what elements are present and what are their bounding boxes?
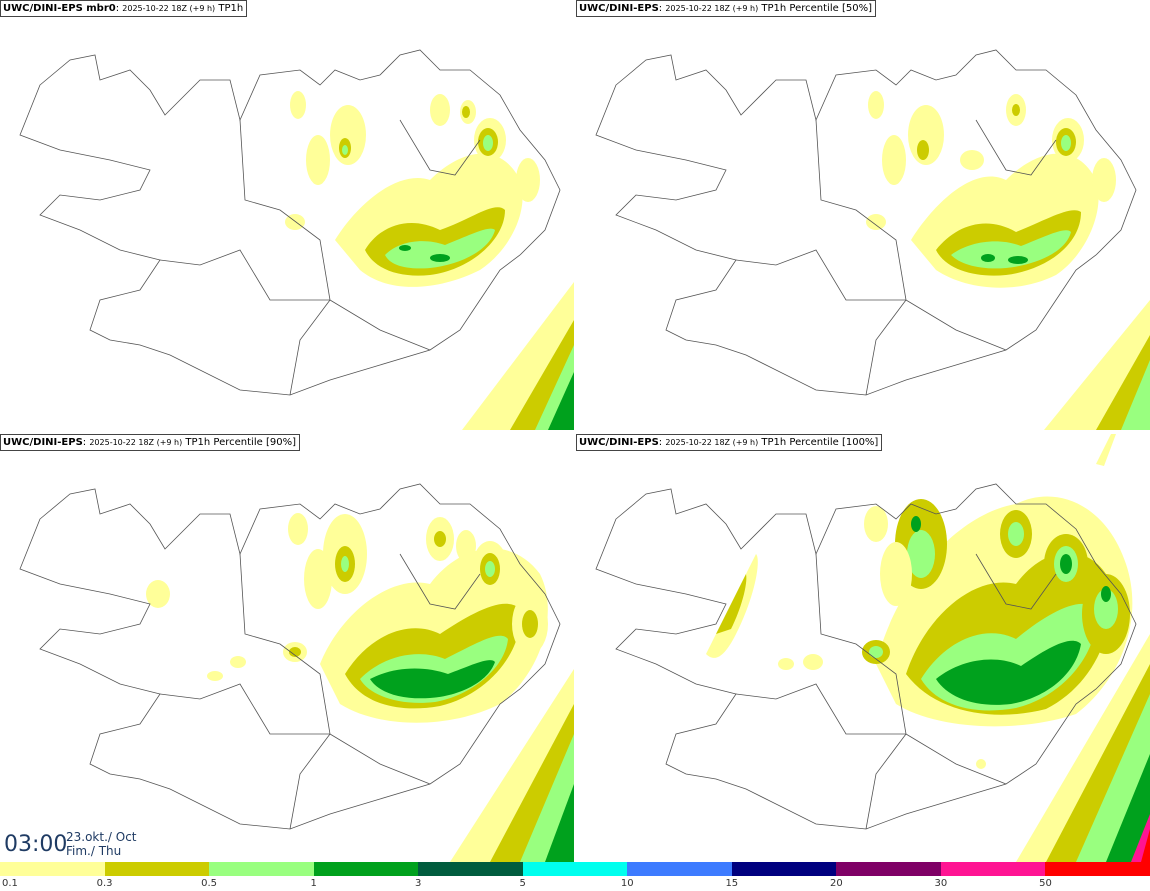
panel-title: UWC/DINI-EPS: 2025-10-22 18Z (+9 h) TP1h… <box>576 434 883 451</box>
legend-swatch <box>731 862 837 876</box>
legend-color-bar <box>0 862 1150 876</box>
valid-date: 23.okt./ Oct Fim./ Thu <box>66 830 137 858</box>
map-canvas <box>19 49 574 430</box>
legend-swatch <box>522 862 628 876</box>
map-panel-p50: UWC/DINI-EPS: 2025-10-22 18Z (+9 h) TP1h… <box>576 0 1150 430</box>
valid-date-line2: Fim./ Thu <box>66 844 122 858</box>
panel-title: UWC/DINI-EPS mbr0: 2025-10-22 18Z (+9 h)… <box>0 0 248 17</box>
map-canvas <box>595 434 1150 862</box>
legend-swatch <box>209 862 314 876</box>
map-canvas <box>595 49 1150 430</box>
legend-label: 15 <box>725 878 739 889</box>
panel-product: TP1h Percentile [50%] <box>761 3 872 14</box>
legend-swatch <box>836 862 941 876</box>
valid-time-box: 03:00 23.okt./ Oct Fim./ Thu <box>0 826 140 862</box>
valid-date-line1: 23.okt./ Oct <box>66 830 137 844</box>
valid-time: 03:00 <box>4 832 68 857</box>
legend-label: 0.3 <box>96 878 113 889</box>
legend-label: 10 <box>620 878 634 889</box>
panel-title: UWC/DINI-EPS: 2025-10-22 18Z (+9 h) TP1h… <box>576 0 876 17</box>
precipitation-layer <box>285 91 574 430</box>
panel-source: UWC/DINI-EPS mbr0 <box>3 3 116 14</box>
precipitation-layer <box>146 513 574 862</box>
panel-run: 2025-10-22 18Z (+9 h) <box>665 438 759 447</box>
panel-source: UWC/DINI-EPS <box>579 437 659 448</box>
legend-swatch <box>627 862 732 876</box>
legend-label: 0.5 <box>201 878 218 889</box>
legend-label: 0.1 <box>2 878 18 889</box>
panel-title: UWC/DINI-EPS: 2025-10-22 18Z (+9 h) TP1h… <box>0 434 300 451</box>
legend-swatch <box>313 862 419 876</box>
color-legend: 0.1 0.3 0.5 1 3 5 10 15 20 30 50 <box>0 862 1150 891</box>
panel-product: TP1h Percentile [90%] <box>185 437 296 448</box>
precipitation-layer <box>706 434 1150 862</box>
legend-label: 1 <box>310 878 317 889</box>
panel-run: 2025-10-22 18Z (+9 h) <box>89 438 183 447</box>
map-panel-p90: UWC/DINI-EPS: 2025-10-22 18Z (+9 h) TP1h… <box>0 434 574 864</box>
land-outline <box>19 483 561 830</box>
legend-label: 30 <box>934 878 948 889</box>
legend-swatch <box>940 862 1046 876</box>
legend-swatch <box>104 862 210 876</box>
panel-run: 2025-10-22 18Z (+9 h) <box>122 4 216 13</box>
panel-source: UWC/DINI-EPS <box>3 437 83 448</box>
panel-run: 2025-10-22 18Z (+9 h) <box>665 4 759 13</box>
map-canvas <box>19 483 574 862</box>
legend-label: 3 <box>414 878 422 889</box>
legend-swatch <box>1045 862 1150 876</box>
legend-label: 50 <box>1039 878 1052 889</box>
legend-label: 5 <box>519 878 526 889</box>
land-outline <box>595 483 1137 830</box>
panel-source: UWC/DINI-EPS <box>579 3 659 14</box>
map-panel-p100: UWC/DINI-EPS: 2025-10-22 18Z (+9 h) TP1h… <box>576 434 1150 864</box>
land-outline <box>595 49 1137 396</box>
precipitation-layer <box>866 91 1150 430</box>
map-panel-member0: UWC/DINI-EPS mbr0: 2025-10-22 18Z (+9 h)… <box>0 0 574 430</box>
panel-product: TP1h <box>218 3 244 14</box>
land-outline <box>19 49 561 396</box>
legend-label: 20 <box>829 878 843 889</box>
panel-product: TP1h Percentile [100%] <box>761 437 879 448</box>
panel-divider-horizontal <box>0 430 1150 434</box>
legend-swatch <box>418 862 523 876</box>
legend-swatch <box>0 862 105 876</box>
